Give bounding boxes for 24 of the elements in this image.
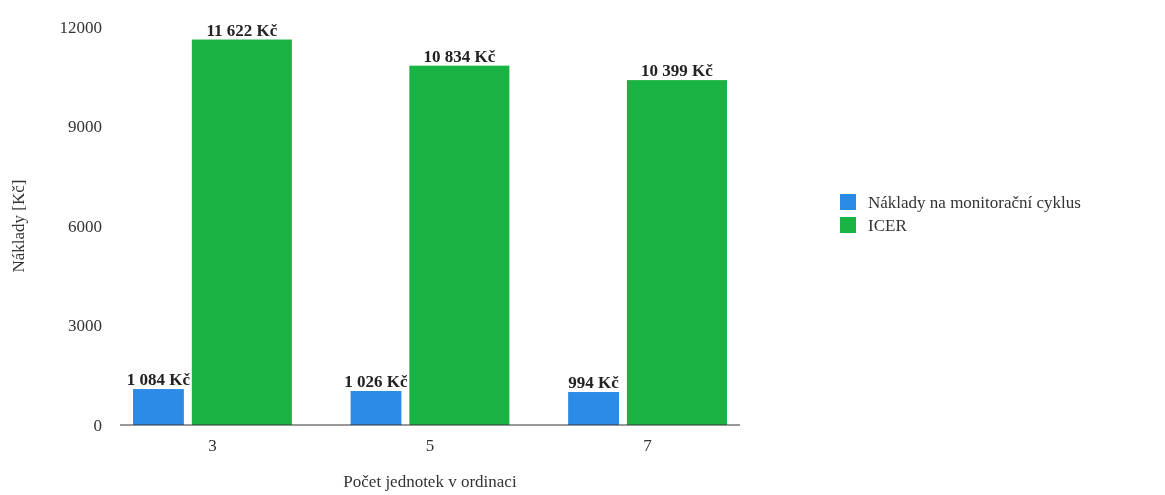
y-tick-label: 3000 [68,316,102,336]
y-tick-label: 9000 [68,117,102,137]
x-tick-label: 3 [208,436,217,455]
bar [568,392,619,425]
data-label: 1 026 Kč [344,371,409,391]
data-label: 1 084 Kč [126,370,191,390]
y-axis-title: Náklady [Kč] [9,179,28,273]
bar [350,390,402,425]
data-label: 10 399 Kč [641,61,714,81]
x-tick-label: 7 [643,436,653,455]
legend-label: Náklady na monitorační cyklus [868,192,1081,212]
y-tick-label: 12000 [59,17,102,37]
data-label: 10 834 Kč [423,46,496,66]
legend-label: ICER [868,215,908,235]
y-tick-label: 0 [93,415,102,435]
x-tick-label: 5 [425,436,435,455]
data-label: 11 622 Kč [206,20,278,40]
data-label: 994 Kč [568,373,620,393]
y-tick-label: 6000 [68,216,102,236]
bar [626,80,727,425]
bar [191,39,292,425]
bar [409,65,510,425]
x-axis-title: Počet jednotek v ordinaci [343,472,517,491]
bar [133,389,184,425]
